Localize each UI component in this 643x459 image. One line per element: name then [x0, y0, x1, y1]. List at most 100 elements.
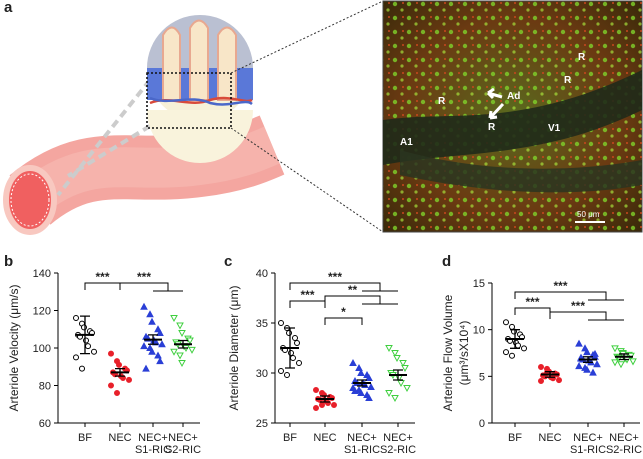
- error-bar: [393, 369, 403, 381]
- data-point: [83, 337, 89, 344]
- y-tick-label: 25: [256, 418, 268, 430]
- significance-bracket: [119, 282, 183, 292]
- y-tick-label: 10: [473, 325, 485, 337]
- x-tick-label: NEC+ S2-RIC: [380, 432, 416, 454]
- y-tick-label: 120: [33, 306, 51, 318]
- error-bar: [357, 379, 367, 387]
- data-point: [325, 400, 331, 406]
- data-point: [385, 345, 393, 353]
- data-point: [288, 350, 294, 356]
- data-point: [290, 355, 296, 361]
- data-point: [186, 337, 194, 345]
- significance-label: ***: [137, 270, 151, 284]
- error-bar: [285, 327, 295, 369]
- x-tick-label: NEC+ S1-RIC: [135, 432, 171, 454]
- data-point: [294, 340, 300, 346]
- data-point: [284, 372, 290, 378]
- error-bar: [583, 356, 593, 363]
- x-tick-label: NEC+ S1-RIC: [344, 432, 380, 454]
- data-point: [509, 352, 515, 359]
- x-tick-label: NEC+ S2-RIC: [165, 432, 201, 454]
- data-point: [321, 392, 327, 398]
- significance-bracket: [289, 300, 326, 308]
- micrograph-label: R: [564, 75, 572, 86]
- data-point: [365, 373, 373, 381]
- significance-label: ***: [553, 279, 567, 293]
- data-point: [391, 395, 399, 403]
- data-point: [73, 354, 79, 361]
- data-point: [176, 352, 184, 360]
- y-axis-label: (μm³/sX10⁴): [457, 321, 471, 386]
- y-axis-label: Arteriole Velocity (μm/s): [7, 285, 21, 412]
- error-bar: [545, 371, 555, 378]
- panel-label: c: [224, 253, 232, 270]
- data-point: [170, 315, 178, 323]
- significance-label: ***: [525, 295, 539, 309]
- data-point: [629, 358, 637, 366]
- data-point: [503, 349, 509, 356]
- data-point: [278, 320, 284, 326]
- significance-bracket: [514, 307, 551, 315]
- data-point: [365, 393, 373, 401]
- data-point: [575, 339, 583, 347]
- y-tick-label: 35: [256, 318, 268, 330]
- data-point: [91, 348, 97, 355]
- micrograph-label: V1: [548, 123, 561, 134]
- error-bar: [619, 353, 629, 361]
- data-point: [148, 347, 156, 355]
- panel-label: a: [4, 0, 13, 16]
- data-point: [313, 387, 319, 393]
- data-point: [156, 357, 164, 365]
- significance-label: ***: [571, 299, 585, 313]
- y-tick-label: 100: [33, 343, 51, 355]
- data-point: [367, 382, 375, 390]
- data-point: [583, 348, 591, 356]
- data-point: [176, 322, 184, 330]
- data-point: [397, 380, 405, 388]
- y-tick-label: 5: [479, 371, 485, 383]
- y-tick-label: 60: [39, 418, 51, 430]
- data-point: [154, 351, 162, 359]
- arrow: [486, 87, 503, 100]
- data-point: [108, 350, 114, 357]
- data-point: [114, 390, 120, 396]
- data-point: [108, 382, 114, 389]
- data-point: [313, 405, 319, 411]
- data-point: [391, 350, 399, 358]
- data-point: [521, 345, 527, 352]
- micrograph-label: A1: [400, 137, 413, 148]
- y-tick-label: 0: [479, 418, 485, 430]
- micrograph-label: R: [438, 96, 446, 107]
- illustration: [3, 0, 384, 235]
- arrow: [488, 102, 505, 120]
- significance-bracket: [324, 295, 398, 305]
- data-point: [583, 365, 591, 373]
- data-point: [170, 348, 178, 356]
- y-tick-label: 15: [473, 278, 485, 290]
- y-axis-label: Arteriole Diameter (μm): [227, 286, 241, 411]
- data-point: [140, 302, 148, 310]
- data-point: [296, 360, 302, 366]
- data-point: [556, 377, 562, 384]
- data-point: [393, 355, 401, 363]
- data-point: [575, 362, 583, 370]
- x-tick-label: NEC: [108, 432, 131, 444]
- data-point: [178, 360, 186, 368]
- chart: 0 5 10 15 Arteriole Flow Volume (μm³/sX10⁴) BF…: [441, 278, 642, 456]
- data-point: [357, 368, 365, 376]
- data-point: [351, 386, 359, 394]
- data-point: [81, 324, 87, 331]
- data-point: [401, 365, 409, 373]
- significance-bracket: [289, 282, 398, 292]
- x-tick-label: BF: [283, 432, 297, 444]
- data-point: [188, 346, 196, 354]
- y-tick-label: 80: [39, 381, 51, 393]
- x-tick-label: NEC: [313, 432, 336, 444]
- data-point: [349, 358, 357, 366]
- x-tick-label: NEC+ S1-RIC: [570, 432, 606, 454]
- data-point: [399, 360, 407, 368]
- significance-label: ***: [300, 288, 314, 302]
- x-tick-label: NEC: [538, 432, 561, 444]
- error-bar: [80, 315, 90, 355]
